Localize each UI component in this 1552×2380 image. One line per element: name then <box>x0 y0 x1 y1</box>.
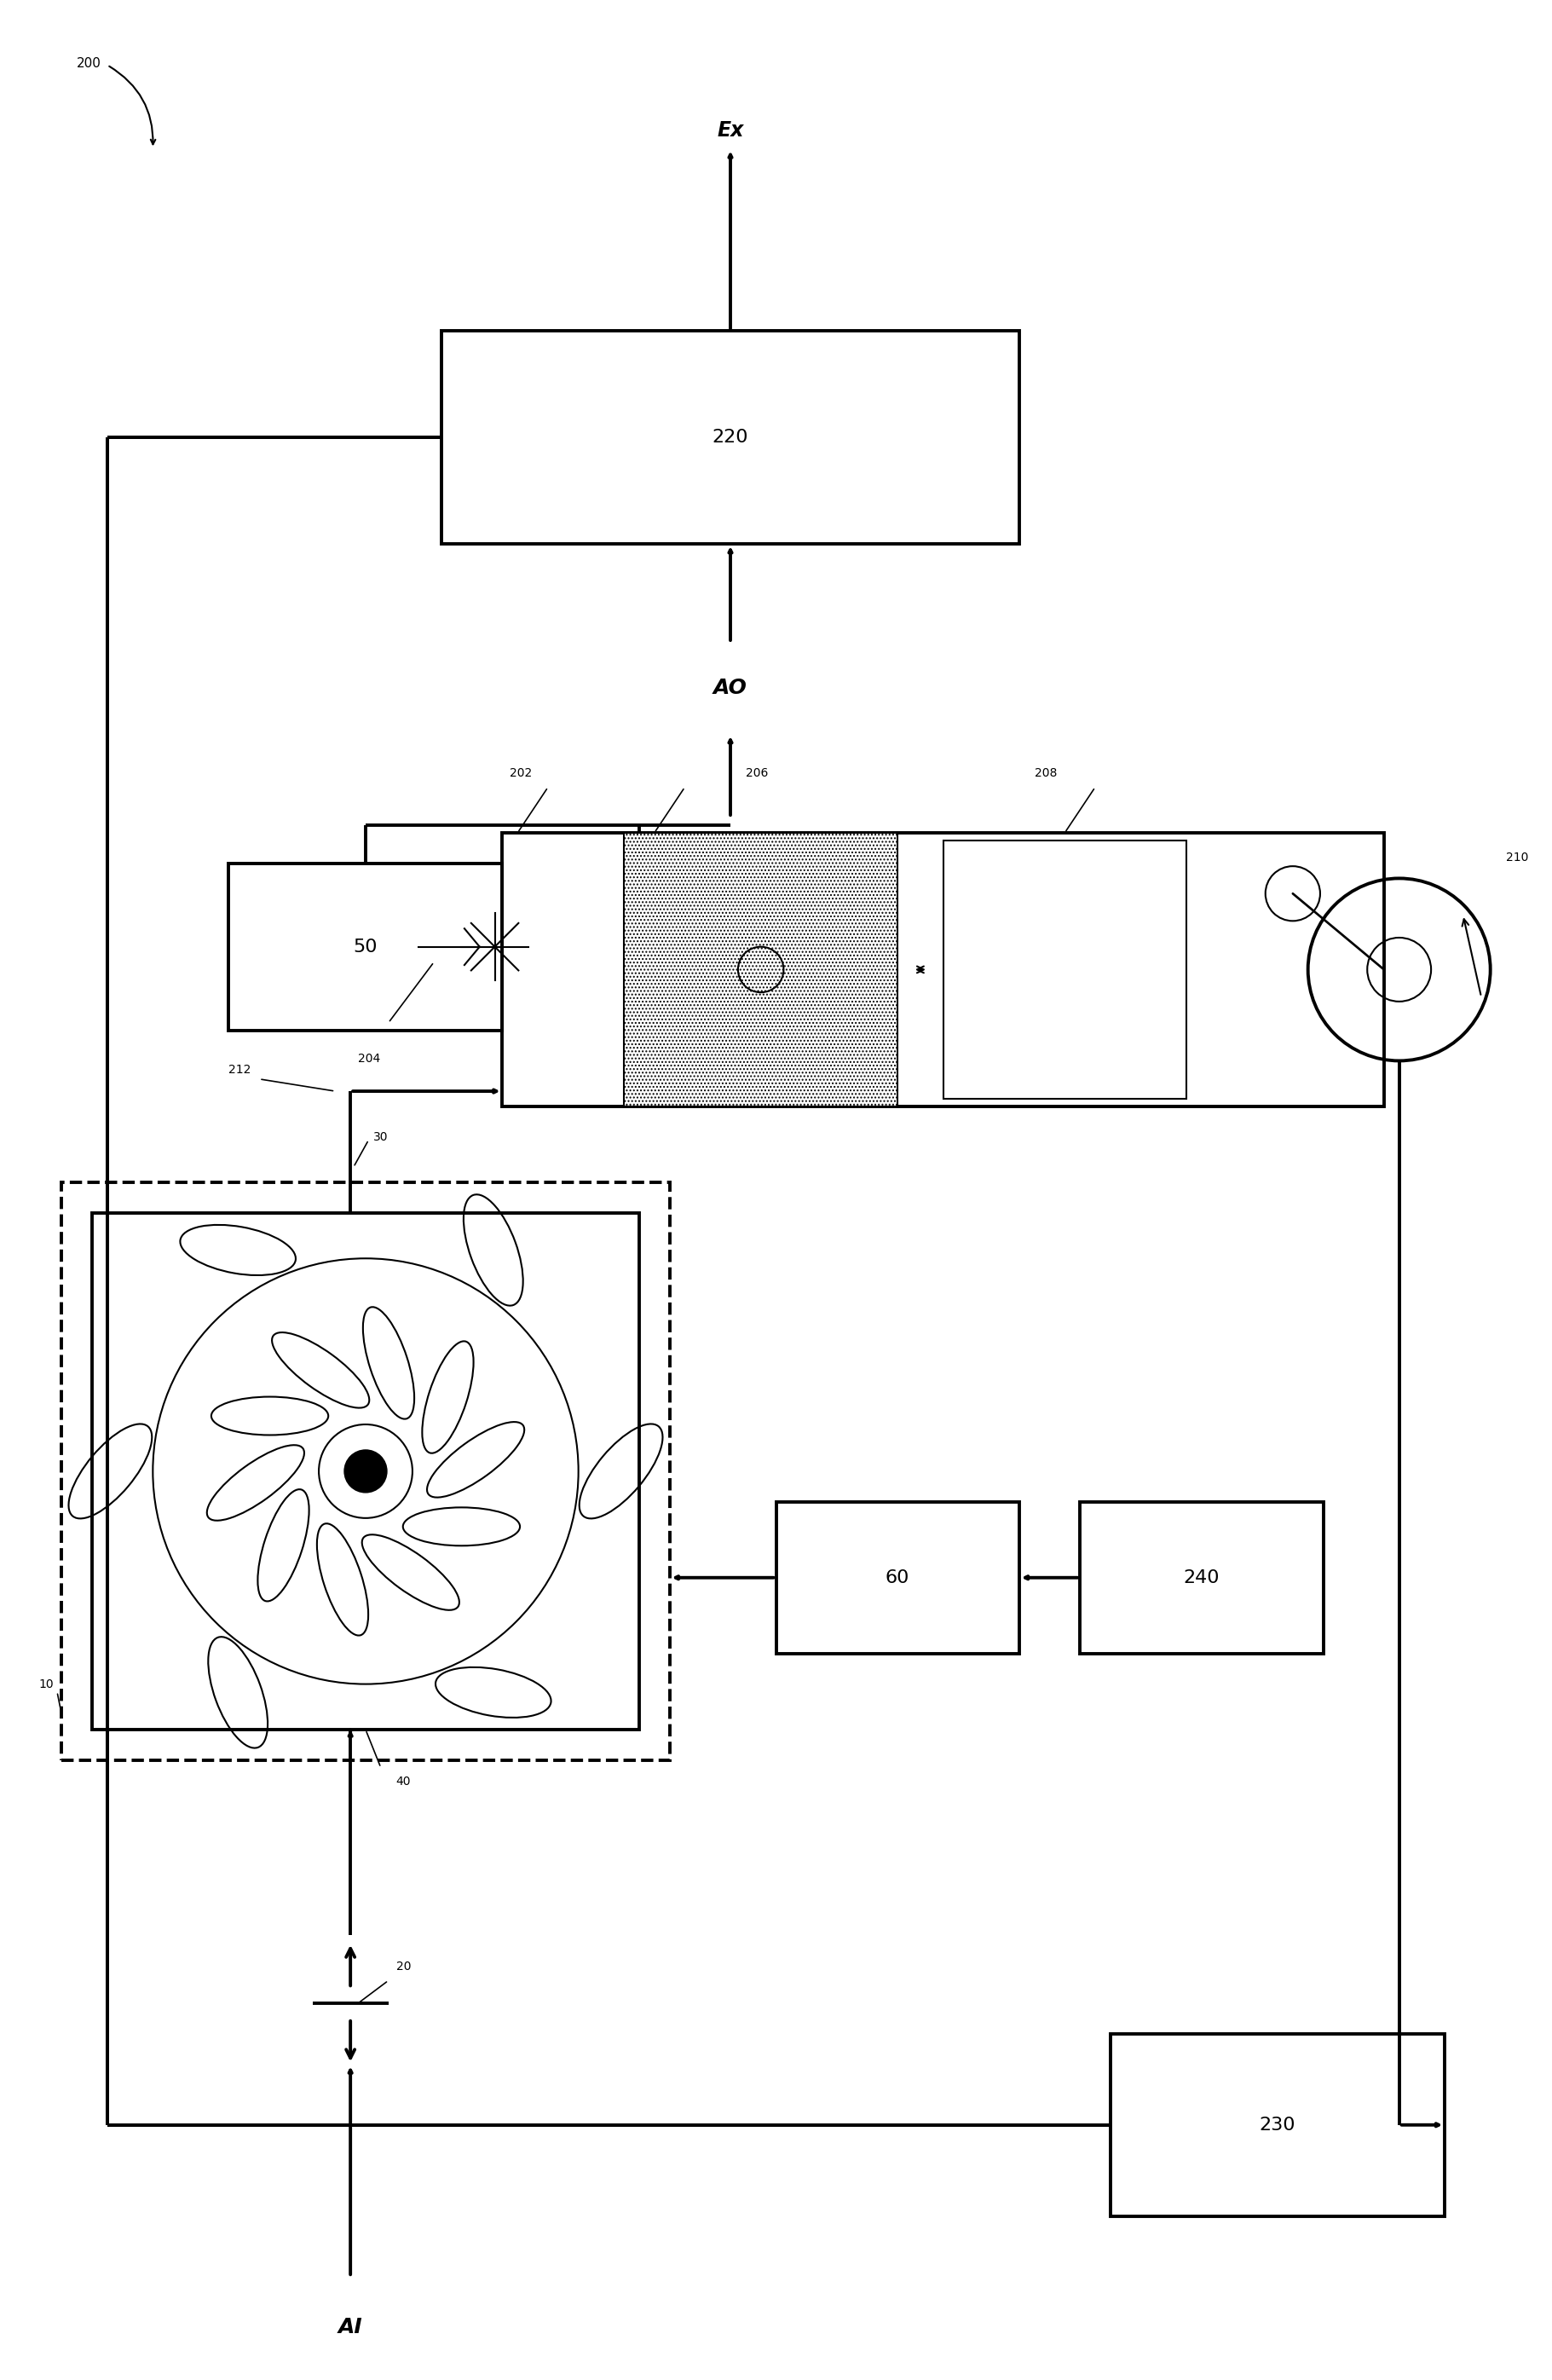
Text: 210: 210 <box>1505 852 1529 864</box>
Ellipse shape <box>258 1490 309 1602</box>
Ellipse shape <box>211 1397 329 1435</box>
Bar <box>228 864 503 1031</box>
Text: 230: 230 <box>1260 2116 1296 2132</box>
Bar <box>624 833 897 1107</box>
Text: 220: 220 <box>712 428 748 445</box>
Bar <box>1110 2035 1445 2216</box>
Bar <box>1080 1502 1324 1654</box>
Text: 208: 208 <box>1034 769 1057 781</box>
Text: 40: 40 <box>396 1775 411 1787</box>
Ellipse shape <box>363 1307 414 1418</box>
Text: 50: 50 <box>354 938 377 954</box>
Text: 30: 30 <box>372 1130 388 1142</box>
Ellipse shape <box>206 1445 304 1521</box>
Text: 202: 202 <box>511 769 532 781</box>
Text: 200: 200 <box>78 57 101 71</box>
Ellipse shape <box>362 1535 459 1611</box>
Ellipse shape <box>272 1333 369 1409</box>
Text: 20: 20 <box>396 1961 411 1973</box>
Bar <box>944 840 1186 1100</box>
Ellipse shape <box>404 1507 520 1545</box>
Ellipse shape <box>317 1523 368 1635</box>
Bar <box>776 1502 1020 1654</box>
Text: 240: 240 <box>1184 1568 1220 1585</box>
Text: AO: AO <box>714 678 748 700</box>
Circle shape <box>345 1449 386 1492</box>
Ellipse shape <box>422 1342 473 1454</box>
Text: AI: AI <box>338 2318 363 2337</box>
Bar <box>62 1183 669 1761</box>
Text: 204: 204 <box>359 1054 380 1066</box>
Ellipse shape <box>427 1421 525 1497</box>
Text: 212: 212 <box>228 1064 251 1076</box>
Text: 10: 10 <box>39 1678 54 1690</box>
Bar <box>503 833 1384 1107</box>
Bar <box>92 1214 639 1730</box>
Text: 206: 206 <box>745 769 768 781</box>
Text: 60: 60 <box>886 1568 909 1585</box>
Text: Ex: Ex <box>717 121 743 140</box>
Bar <box>442 331 1020 545</box>
